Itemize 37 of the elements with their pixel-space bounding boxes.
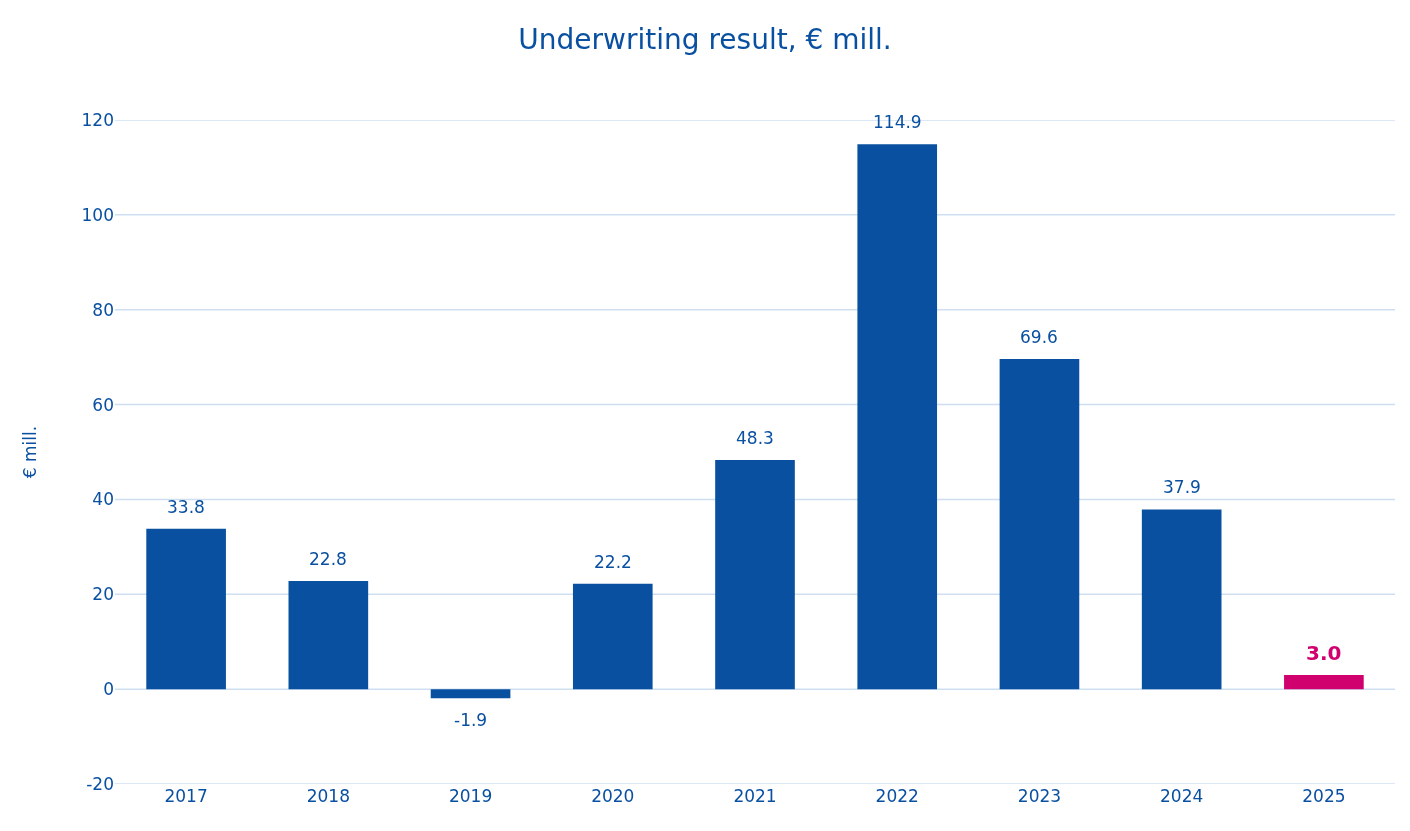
y-tick-label: 60: [92, 394, 114, 415]
bar: [999, 359, 1080, 690]
data-label: 37.9: [1163, 477, 1201, 497]
data-label: 33.8: [167, 497, 205, 517]
data-label: 69.6: [1020, 327, 1058, 347]
data-label: 22.8: [309, 549, 347, 569]
y-tick-label: 20: [92, 584, 114, 605]
y-tick-label: 100: [81, 204, 114, 225]
x-tick-label: 2020: [591, 786, 635, 806]
data-label: 22.2: [594, 552, 632, 572]
y-tick-label: 80: [92, 299, 114, 320]
bar: [1284, 674, 1364, 690]
x-tick-label: 2024: [1160, 786, 1204, 806]
bar: [288, 581, 369, 690]
bar: [430, 689, 511, 699]
y-tick-label: -20: [86, 773, 114, 794]
bar: [572, 583, 653, 690]
data-label: -1.9: [454, 710, 488, 730]
y-tick-label: 40: [92, 489, 114, 510]
x-tick-label: 2017: [164, 786, 208, 806]
bar: [715, 460, 795, 690]
y-tick-label: 0: [103, 679, 114, 700]
data-label: 3.0: [1306, 641, 1342, 665]
x-tick-label: 2019: [448, 786, 493, 806]
x-tick-label: 2025: [1302, 786, 1346, 806]
bar: [146, 528, 226, 690]
bar: [1141, 509, 1222, 690]
x-tick-label: 2022: [875, 786, 919, 806]
y-tick-label: 120: [81, 109, 114, 130]
data-label: 48.3: [736, 428, 774, 448]
x-tick-label: 2021: [733, 786, 777, 806]
x-tick-label: 2023: [1017, 786, 1062, 806]
chart-title: Underwriting result, € mill.: [518, 22, 892, 56]
x-tick-label: 2018: [306, 786, 350, 806]
bar: [857, 144, 938, 690]
data-label: 114.9: [873, 112, 922, 132]
y-axis-title: € mill.: [20, 425, 41, 479]
